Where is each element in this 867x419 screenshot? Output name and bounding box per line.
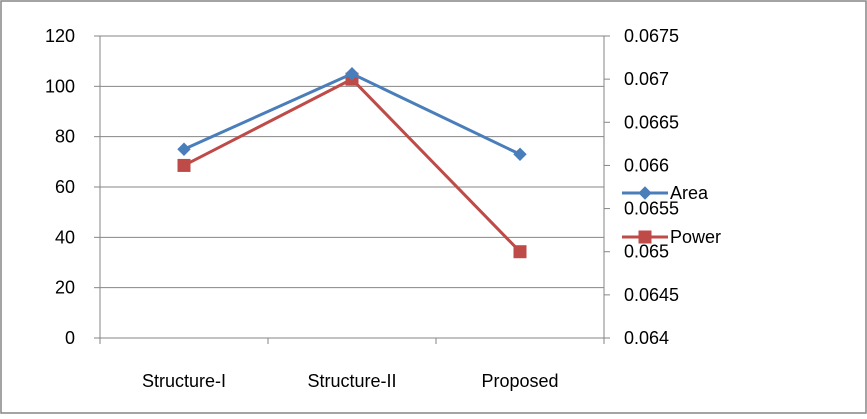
left-tick-label: 40 — [55, 227, 75, 247]
left-tick-label: 80 — [55, 127, 75, 147]
left-tick-label: 120 — [45, 26, 75, 46]
right-tick-label: 0.0645 — [624, 285, 679, 305]
legend: Area Power — [622, 183, 721, 247]
left-tick-label: 60 — [55, 177, 75, 197]
area-data-point — [177, 142, 191, 156]
right-tick-label: 0.0665 — [624, 112, 679, 132]
x-tick-label: Proposed — [481, 371, 558, 391]
left-tick-label: 20 — [55, 278, 75, 298]
power-data-point — [513, 245, 527, 259]
left-tick-label: 0 — [65, 328, 75, 348]
right-tick-label: 0.064 — [624, 328, 669, 348]
right-tick-label: 0.067 — [624, 69, 669, 89]
x-tick-label: Structure-I — [142, 371, 226, 391]
area-data-point — [513, 147, 527, 161]
right-tick-label: 0.0675 — [624, 26, 679, 46]
axes: 0 20 40 60 80 100 120 0.064 0.0645 0.065 0.0655 0.0… — [45, 26, 679, 391]
legend-power-marker — [638, 230, 652, 244]
right-tick-label: 0.0655 — [624, 199, 679, 219]
legend-area-marker — [638, 186, 652, 200]
gridlines — [100, 35, 604, 289]
x-tick-label: Structure-II — [307, 371, 396, 391]
legend-power-label: Power — [670, 227, 721, 247]
series-layer — [177, 67, 527, 259]
right-tick-label: 0.065 — [624, 242, 669, 262]
power-data-point — [177, 158, 191, 172]
area-data-point — [345, 67, 359, 81]
left-tick-label: 100 — [45, 76, 75, 96]
right-tick-label: 0.066 — [624, 155, 669, 175]
legend-area-label: Area — [670, 183, 709, 203]
